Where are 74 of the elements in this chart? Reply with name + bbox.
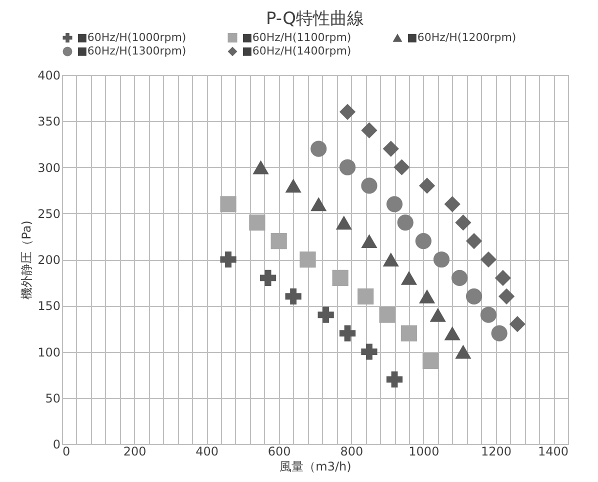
y-tick-label: 400 <box>38 68 60 82</box>
y-tick-label: 250 <box>38 206 60 221</box>
point <box>252 160 269 174</box>
point <box>509 316 526 332</box>
y-tick-label: 50 <box>45 391 60 406</box>
point <box>260 270 276 286</box>
point <box>339 104 356 120</box>
legend-label: ■60Hz/H(1000rpm) <box>77 30 186 44</box>
point <box>466 288 482 304</box>
legend-label: ■60Hz/H(1200rpm) <box>407 30 516 44</box>
point <box>220 196 236 212</box>
point <box>336 216 352 230</box>
point <box>361 178 378 194</box>
point <box>480 251 497 268</box>
point <box>285 178 302 193</box>
x-tick-label: 800 <box>340 444 364 458</box>
point <box>361 122 378 138</box>
x-axis-title: 風量（m3/h) <box>280 460 352 474</box>
point <box>430 308 446 322</box>
y-tick-label: 350 <box>38 114 60 129</box>
x-tick-label: 200 <box>123 444 146 458</box>
point <box>444 326 460 340</box>
x-tick-label: 400 <box>196 444 219 458</box>
x-tick-label: 1400 <box>538 444 568 458</box>
point <box>382 252 399 266</box>
point <box>300 251 316 268</box>
point <box>285 288 302 304</box>
y-tick-label: 200 <box>38 253 60 267</box>
point <box>480 306 497 323</box>
x-tick-label: 0 <box>62 444 70 458</box>
point <box>397 214 414 231</box>
point <box>418 289 436 304</box>
y-tick-label: 300 <box>38 160 60 175</box>
point <box>361 234 378 248</box>
point <box>379 306 396 323</box>
point <box>358 288 374 304</box>
point <box>339 159 356 176</box>
point <box>400 325 418 342</box>
x-tick-label: 1200 <box>480 444 512 458</box>
point <box>415 233 432 250</box>
point <box>491 325 508 342</box>
y-axis-title: 機外静圧（Pa) <box>20 220 34 300</box>
point <box>498 288 515 304</box>
point <box>466 232 482 250</box>
point <box>332 270 348 286</box>
point <box>361 344 378 360</box>
point <box>422 352 439 370</box>
point <box>220 251 236 268</box>
point <box>249 214 266 231</box>
point <box>310 140 327 157</box>
point <box>310 197 327 212</box>
y-tick-label: 100 <box>38 345 60 360</box>
legend-label: ■60Hz/H(1100rpm) <box>242 30 352 44</box>
point <box>494 270 512 286</box>
x-tick-label: 1000 <box>408 444 440 458</box>
x-tick-label: 600 <box>268 444 291 458</box>
point <box>400 270 418 285</box>
point <box>455 344 472 359</box>
point <box>270 232 287 250</box>
point <box>444 196 460 212</box>
point <box>418 178 436 194</box>
legend-label: ■60Hz/H(1300rpm) <box>77 44 186 58</box>
point <box>452 270 468 286</box>
point <box>382 140 399 157</box>
point <box>394 159 410 176</box>
point <box>339 325 356 342</box>
y-tick-label: 150 <box>38 299 60 314</box>
chart-title: P-Q特性曲線 <box>266 9 364 29</box>
point <box>386 196 403 212</box>
legend-label: ■60Hz/H(1400rpm) <box>242 44 352 58</box>
point <box>455 214 472 231</box>
point <box>318 306 334 323</box>
point <box>433 251 450 268</box>
point <box>386 371 403 388</box>
